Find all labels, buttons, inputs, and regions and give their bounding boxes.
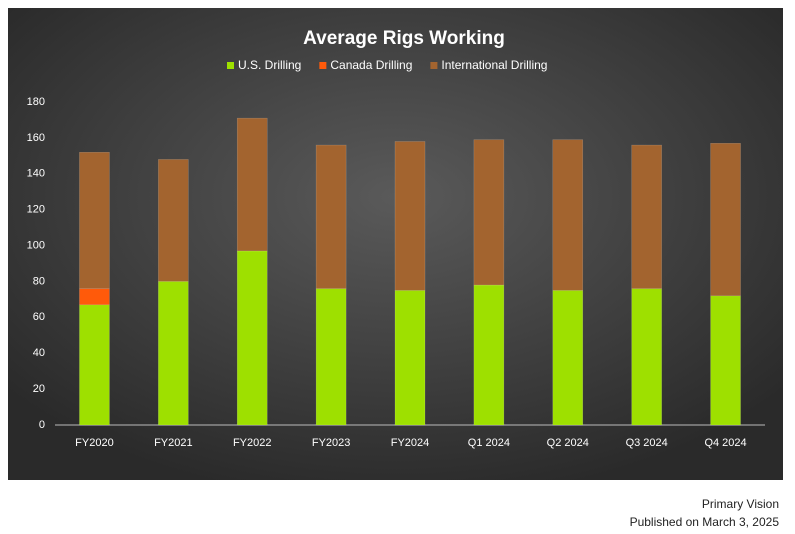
bar-segment	[710, 295, 741, 426]
bar-segment	[79, 288, 110, 306]
y-tick-label: 80	[33, 275, 45, 287]
x-tick-label: FY2022	[233, 437, 272, 449]
x-tick-label: FY2023	[312, 437, 351, 449]
footer-published: Published on March 3, 2025	[629, 515, 779, 529]
x-tick-label: Q1 2024	[468, 437, 510, 449]
bar-segment	[79, 304, 110, 426]
bar-segment	[552, 290, 584, 426]
bar-segment	[394, 290, 426, 426]
x-tick-label: Q4 2024	[704, 437, 746, 449]
chart: Average Rigs Working 0 20 40 60 80 100 120 140 1…	[8, 8, 783, 480]
legend-swatch	[430, 62, 438, 69]
bar-segment	[158, 281, 189, 426]
footer-source: Primary Vision	[701, 497, 779, 511]
bar-segment	[631, 144, 662, 289]
legend-swatch	[319, 62, 327, 69]
y-tick-label: 20	[33, 383, 45, 395]
bar-segment	[631, 288, 662, 426]
bar-segment	[315, 144, 347, 289]
bar-segment	[158, 159, 189, 282]
y-tick-label: 140	[27, 168, 45, 180]
legend-label: International Drilling	[441, 58, 547, 72]
bar-segment	[236, 117, 268, 252]
legend-swatch	[227, 62, 234, 69]
y-tick-label: 100	[27, 239, 45, 251]
bar-segment	[473, 284, 505, 426]
y-tick-label: 40	[33, 347, 45, 359]
bar-segment	[236, 250, 268, 426]
x-tick-label: FY2020	[75, 437, 114, 449]
bar-segment	[710, 143, 741, 297]
x-tick-label: Q2 2024	[547, 437, 589, 449]
bar-segment	[394, 141, 426, 291]
y-tick-label: 180	[27, 96, 45, 108]
bar-segment	[79, 151, 110, 289]
x-tick-label: Q3 2024	[626, 437, 668, 449]
x-tick-label: FY2024	[391, 437, 430, 449]
y-tick-label: 60	[33, 311, 45, 323]
legend-label: U.S. Drilling	[238, 58, 301, 72]
y-tick-label: 160	[27, 132, 45, 144]
chart-title: Average Rigs Working	[303, 28, 505, 49]
y-tick-label: 120	[27, 204, 45, 216]
bar-segment	[315, 288, 347, 426]
y-tick-label: 0	[39, 419, 45, 431]
bar-segment	[473, 139, 505, 286]
legend-label: Canada Drilling	[330, 58, 412, 72]
bar-segment	[552, 139, 584, 291]
x-tick-label: FY2021	[154, 437, 193, 449]
